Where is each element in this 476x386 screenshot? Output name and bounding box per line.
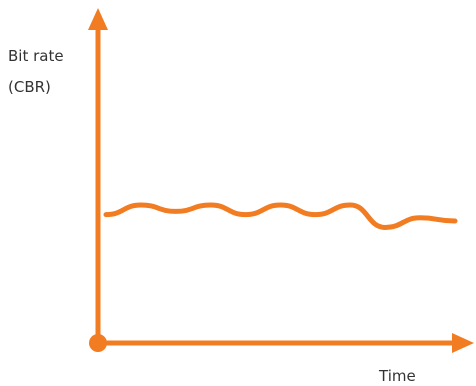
constant-bit-rate-line <box>103 202 458 230</box>
x-axis-label: Time <box>379 367 416 385</box>
x-axis-arrowhead <box>452 333 474 353</box>
y-axis-label-line-1: Bit rate <box>8 47 64 65</box>
y-axis-label-line-2: (CBR) <box>8 78 51 96</box>
y-axis-arrowhead <box>88 8 108 30</box>
origin-dot <box>89 334 107 352</box>
